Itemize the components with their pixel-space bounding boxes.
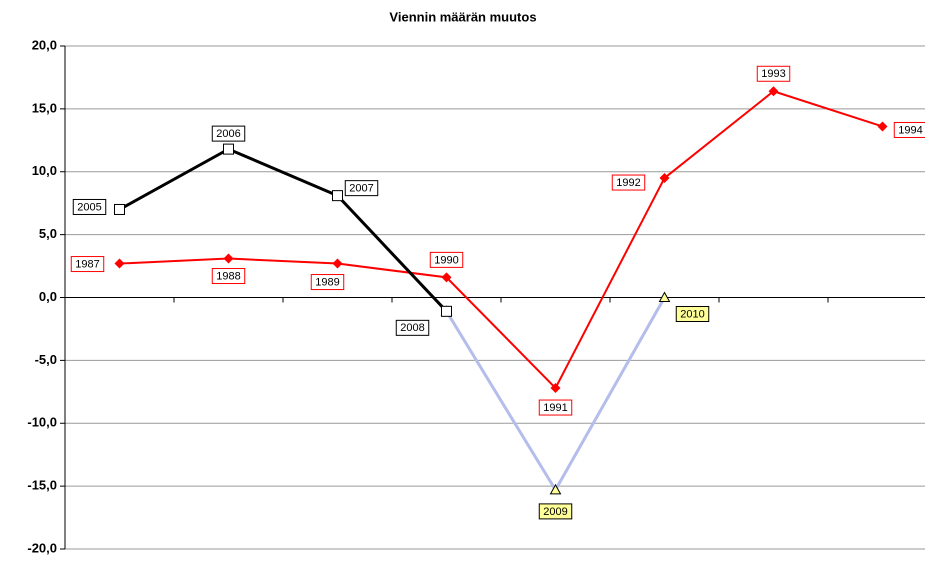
data-label-text: 1993 (761, 68, 785, 80)
data-label: 2005 (72, 198, 107, 215)
data-label-text: 1989 (315, 276, 339, 288)
y-tick-label: -20,0 (27, 540, 57, 555)
data-label-text: 2010 (680, 308, 704, 320)
data-label-box (211, 125, 246, 142)
data-label: 1991 (538, 399, 573, 416)
data-label: 2007 (344, 180, 379, 197)
data-label-text: 2009 (543, 506, 567, 518)
data-label: 2010 (675, 306, 710, 322)
data-label-text: 1991 (543, 402, 567, 414)
marker (332, 258, 343, 269)
y-tick-label: 10,0 (32, 163, 57, 178)
marker (441, 272, 452, 283)
data-label-text: 1994 (898, 124, 922, 136)
marker (223, 143, 234, 155)
marker (877, 121, 888, 132)
data-label-box (395, 319, 430, 336)
marker (550, 383, 561, 394)
data-label-text: 1987 (75, 258, 99, 270)
marker (441, 305, 452, 317)
data-label-box (211, 268, 246, 285)
data-label: 1988 (211, 268, 246, 285)
data-label-box (538, 399, 573, 416)
y-tick-label: -15,0 (27, 478, 57, 493)
marker (332, 190, 343, 202)
series-line (118, 147, 448, 313)
data-label: 2008 (395, 319, 430, 336)
data-label-text: 2007 (349, 183, 373, 195)
data-label-text: 1992 (616, 177, 640, 189)
data-label: 1990 (429, 251, 464, 268)
marker (114, 203, 125, 215)
data-label: 2009 (538, 503, 573, 520)
data-label-box (893, 121, 925, 138)
y-tick-label: 20,0 (32, 37, 57, 52)
data-label: 1987 (70, 256, 105, 273)
marker (223, 253, 234, 264)
y-tick-label: -5,0 (35, 352, 57, 367)
data-label-box (538, 503, 573, 520)
marker (549, 483, 562, 495)
data-label: 1989 (310, 274, 345, 291)
data-label-box (344, 180, 379, 197)
data-label: 1992 (611, 174, 646, 191)
marker (658, 291, 671, 302)
data-label: 1994 (893, 121, 925, 138)
data-label-box (756, 65, 791, 82)
data-label-box (611, 174, 646, 191)
marker (659, 173, 670, 184)
y-tick-label: 0,0 (39, 289, 57, 304)
data-label: 2006 (211, 125, 246, 142)
data-label-box (429, 251, 464, 268)
data-label-box (310, 274, 345, 291)
data-label-box (72, 198, 107, 215)
data-label-text: 1990 (434, 254, 458, 266)
chart-title: Viennin määrän muutos (389, 9, 536, 24)
data-label: 1993 (756, 65, 791, 82)
y-tick-label: 15,0 (32, 100, 57, 115)
data-label-box (675, 306, 710, 322)
marker (114, 258, 125, 269)
data-label-text: 2006 (216, 128, 240, 140)
y-tick-label: 5,0 (39, 226, 57, 241)
data-label-box (70, 256, 105, 273)
data-label-text: 2008 (400, 322, 424, 334)
data-label-text: 1988 (216, 270, 240, 282)
y-tick-label: -10,0 (27, 415, 57, 430)
marker (768, 86, 779, 97)
data-label-text: 2005 (77, 201, 101, 213)
series-line (119, 90, 883, 390)
